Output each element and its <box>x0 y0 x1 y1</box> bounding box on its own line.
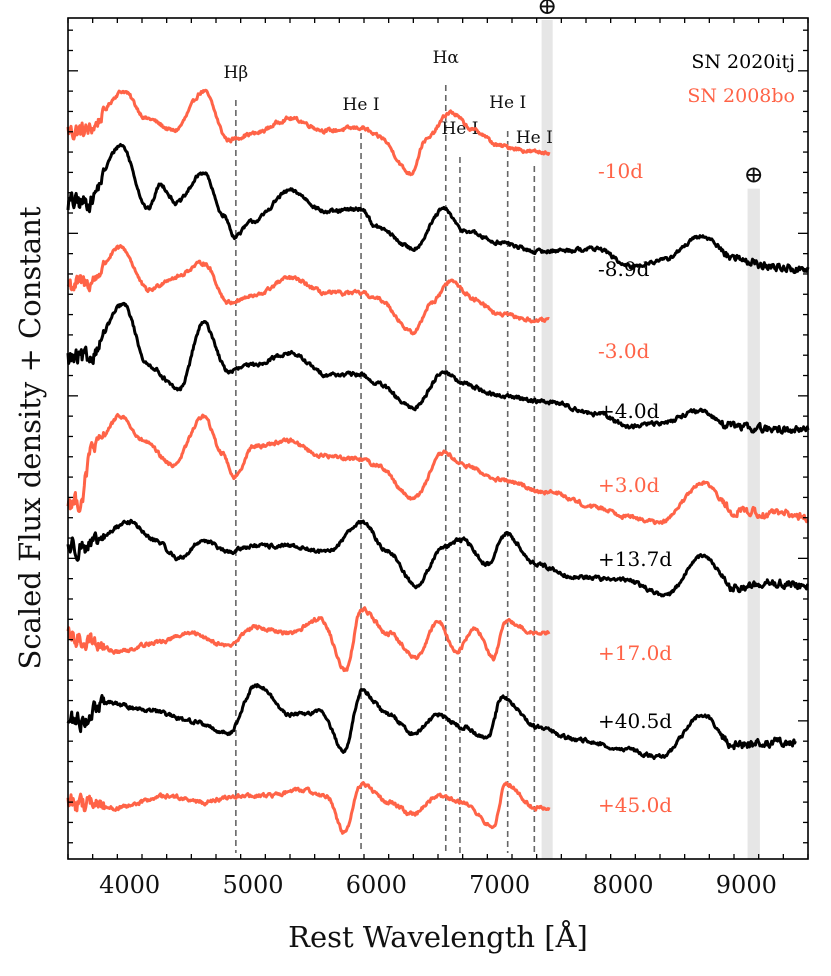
epoch-label: -3.0d <box>598 339 650 363</box>
telluric-symbol: ⊕ <box>744 161 764 189</box>
x-axis-title: Rest Wavelength [Å] <box>288 919 588 954</box>
x-tick-label: 6000 <box>346 871 407 899</box>
legend-entry-sn2020itj: SN 2020itj <box>691 51 795 73</box>
line-id-label: Hα <box>433 48 460 68</box>
legend-entry-sn2008bo: SN 2008bo <box>687 85 795 107</box>
epoch-label: +3.0d <box>598 473 660 497</box>
telluric-bands: ⊕⊕ <box>537 0 764 859</box>
epoch-label: +45.0d <box>598 793 672 817</box>
telluric-symbol: ⊕ <box>537 0 557 20</box>
spectrum-line-p45_0d <box>66 781 551 835</box>
spectra-series <box>66 88 810 835</box>
spectrum-line-p13_7d <box>66 518 809 598</box>
spectrum-line-m10d <box>66 88 551 177</box>
epoch-label: +13.7d <box>598 547 672 571</box>
x-tick-label: 9000 <box>716 871 777 899</box>
epoch-label: -10d <box>598 159 643 183</box>
x-tick-label: 5000 <box>222 871 283 899</box>
epoch-labels: -10d -8.9d -3.0d +4.0d +3.0d +13.7d +17.0d +40.… <box>598 159 672 817</box>
epoch-label: +17.0d <box>598 641 672 665</box>
line-id-label: He I <box>343 95 380 115</box>
axes: 4000 5000 6000 7000 8000 9000 <box>67 18 809 899</box>
x-tick-label: 7000 <box>469 871 530 899</box>
spectrum-line-p17_0d <box>66 606 551 673</box>
line-id-label: He I <box>489 93 526 113</box>
epoch-label: -8.9d <box>598 257 650 281</box>
telluric-band <box>747 188 760 859</box>
legend: SN 2020itj SN 2008bo <box>687 51 795 107</box>
epoch-label: +40.5d <box>598 709 672 733</box>
y-axis-title: Scaled Flux density + Constant <box>13 206 47 669</box>
line-identifications: Hβ He I Hα He I He I He I <box>224 48 553 853</box>
line-id-label: He I <box>441 119 478 139</box>
plot-frame <box>67 17 809 860</box>
spectrum-line-p4_0d <box>66 301 810 435</box>
spectrum-line-m8_9d <box>66 143 810 275</box>
line-id-label: Hβ <box>224 63 249 83</box>
spectrum-line-p3_0d <box>66 413 809 526</box>
spectrum-line-m3_0d <box>66 244 550 336</box>
spectrum-line-p40_5d <box>66 683 797 760</box>
x-tick-label: 4000 <box>99 871 160 899</box>
x-tick-label: 8000 <box>592 871 653 899</box>
epoch-label: +4.0d <box>598 399 660 423</box>
telluric-band <box>541 20 553 859</box>
line-id-label: He I <box>516 128 553 148</box>
